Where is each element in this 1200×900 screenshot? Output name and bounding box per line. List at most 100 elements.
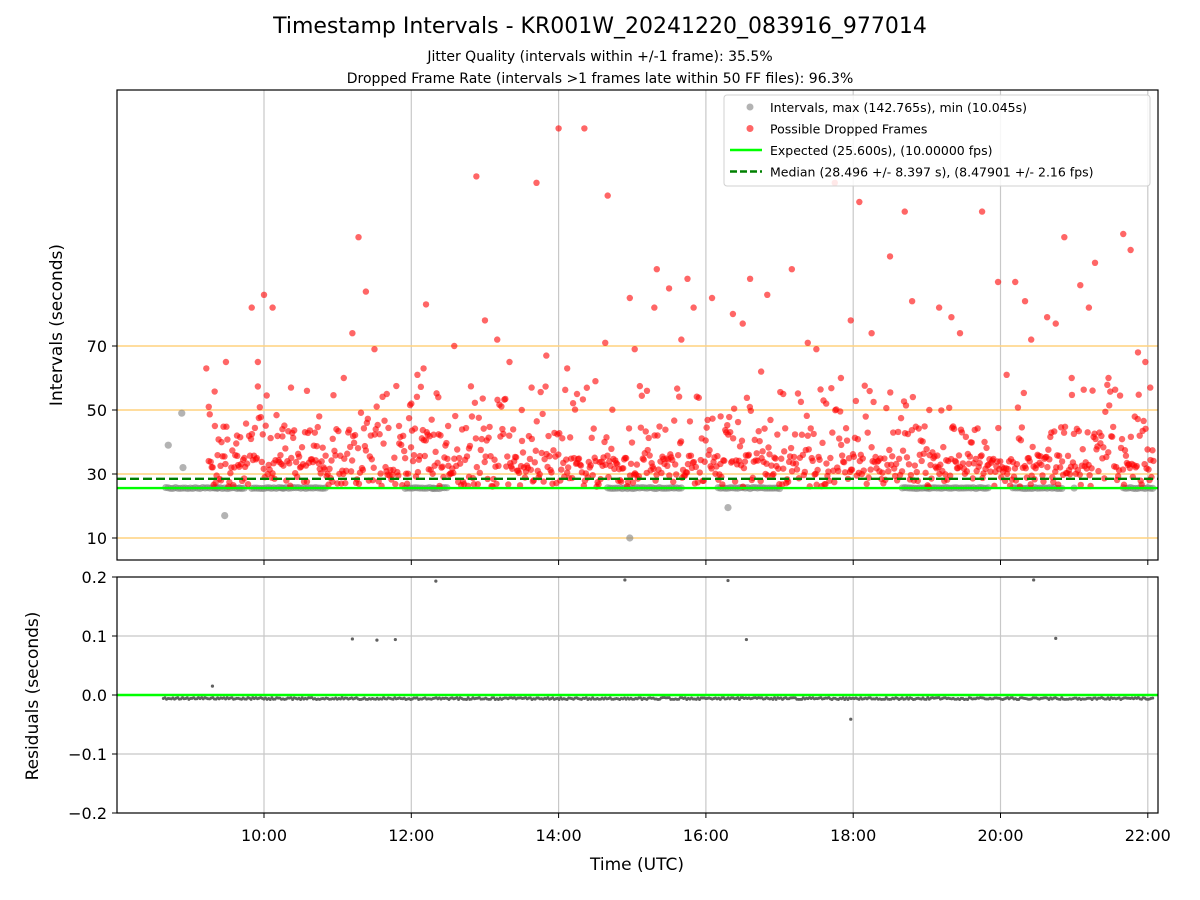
dropped-frame-point — [823, 460, 830, 467]
dropped-frame-point-95 — [1134, 349, 1142, 356]
dropped-frame-point — [569, 400, 577, 407]
dropped-frame-point — [911, 462, 919, 469]
dropped-frame-point-1 — [205, 403, 212, 410]
dropped-frame-point — [217, 462, 224, 470]
dropped-frame-point — [603, 434, 610, 441]
dropped-frame-point — [747, 407, 755, 414]
dropped-frame-point — [674, 451, 682, 459]
dropped-frame-point — [828, 384, 835, 392]
dropped-frame-point — [1116, 392, 1124, 399]
dropped-frame-point — [368, 456, 375, 463]
dropped-frame-point — [321, 466, 328, 473]
legend-label-2: Expected (25.600s), (10.00000 fps) — [770, 143, 992, 158]
residual-outlier-5 — [623, 578, 627, 582]
dropped-frame-point — [768, 462, 775, 469]
dropped-frame-point — [1044, 463, 1051, 471]
dropped-frame-point — [430, 431, 437, 438]
dropped-frame-point — [767, 416, 774, 424]
dropped-frame-point — [995, 424, 1002, 432]
dropped-frame-point — [978, 452, 985, 459]
dropped-frame-point — [972, 455, 979, 463]
dropped-frame-point — [813, 481, 820, 488]
dropped-frame-point — [1136, 432, 1143, 439]
dropped-frame-point-44 — [602, 339, 609, 346]
dropped-frame-point — [919, 438, 926, 445]
dropped-frame-point — [1092, 435, 1099, 443]
dropped-frame-point — [370, 464, 377, 471]
dropped-frame-point — [1106, 402, 1113, 409]
dropped-frame-point — [772, 455, 779, 462]
dropped-frame-point — [997, 458, 1004, 465]
dropped-frame-point — [817, 386, 824, 393]
dropped-frame-point — [1138, 481, 1145, 488]
dropped-frame-point — [536, 471, 543, 478]
dropped-frame-point — [288, 454, 295, 462]
dropped-frame-point — [803, 412, 811, 420]
dropped-frame-point — [495, 462, 502, 470]
dropped-frame-point — [579, 396, 587, 403]
dropped-frame-point-76 — [935, 304, 943, 311]
dropped-frame-point — [472, 435, 480, 442]
dropped-frame-point — [589, 471, 596, 479]
dropped-frame-point-17 — [349, 330, 356, 337]
dropped-frame-point — [865, 474, 872, 481]
dropped-frame-point — [280, 462, 287, 469]
dropped-frame-point — [921, 423, 928, 430]
dropped-frame-point — [852, 397, 860, 405]
dropped-frame-point-55 — [708, 294, 716, 302]
dropped-frame-point — [259, 431, 266, 438]
dropped-frame-point — [350, 439, 358, 447]
dropped-frame-point — [1135, 391, 1142, 398]
dropped-frame-point — [478, 435, 485, 443]
dropped-frame-point — [1020, 389, 1028, 397]
dropped-frame-point-35 — [518, 406, 525, 414]
dropped-frame-point — [376, 431, 383, 438]
dropped-frame-point — [625, 425, 633, 432]
dropped-frame-point — [892, 460, 900, 468]
dropped-frame-point — [781, 425, 789, 432]
dropped-frame-point — [614, 461, 621, 468]
dropped-frame-point-59 — [746, 275, 754, 282]
dropped-frame-point — [738, 437, 746, 444]
dropped-frame-point — [842, 425, 850, 432]
dropped-frame-point — [827, 454, 834, 462]
dropped-frame-point — [240, 475, 248, 482]
dropped-frame-point — [407, 444, 415, 451]
dropped-frame-point — [253, 454, 261, 462]
dropped-frame-point — [463, 453, 471, 460]
dropped-frame-point — [293, 473, 301, 481]
residual-outlier-3 — [393, 637, 397, 642]
dropped-frame-point — [650, 465, 657, 473]
dropped-frame-point-86 — [1052, 320, 1059, 327]
dropped-frame-point — [903, 454, 911, 461]
dropped-frame-point — [563, 456, 570, 463]
dropped-frame-point-22 — [395, 422, 403, 430]
dropped-frame-point — [1145, 466, 1152, 473]
dropped-frame-point — [531, 459, 538, 466]
intervals-plot: 10 30 50 70 Intervals (seconds) Intervals, … — [47, 89, 1159, 565]
dropped-frame-point — [629, 479, 637, 486]
dropped-frame-point — [342, 479, 349, 487]
dropped-frame-point-14 — [316, 413, 323, 420]
dropped-frame-point — [326, 465, 333, 473]
dropped-frame-point-32 — [481, 317, 489, 324]
dropped-frame-point — [482, 453, 489, 460]
dropped-frame-point — [770, 470, 777, 478]
dropped-frame-point — [646, 452, 653, 459]
dropped-frame-point — [229, 447, 236, 454]
dropped-frame-point — [694, 479, 701, 486]
residuals-y-tick-label-4: −0.2 — [68, 804, 107, 823]
dropped-frame-point — [1100, 444, 1107, 451]
dropped-frame-point — [533, 418, 540, 425]
dropped-frame-point — [432, 448, 439, 456]
dropped-frame-point — [404, 470, 412, 477]
dropped-frame-point — [385, 424, 392, 432]
dropped-frame-point — [814, 466, 821, 474]
dropped-frame-point — [837, 441, 845, 449]
dropped-frame-point — [400, 447, 408, 455]
dropped-frame-point — [952, 458, 960, 466]
dropped-frame-point — [393, 382, 400, 390]
dropped-frame-point — [958, 429, 966, 436]
dropped-frame-point — [781, 448, 788, 455]
dropped-frame-point — [843, 437, 851, 444]
